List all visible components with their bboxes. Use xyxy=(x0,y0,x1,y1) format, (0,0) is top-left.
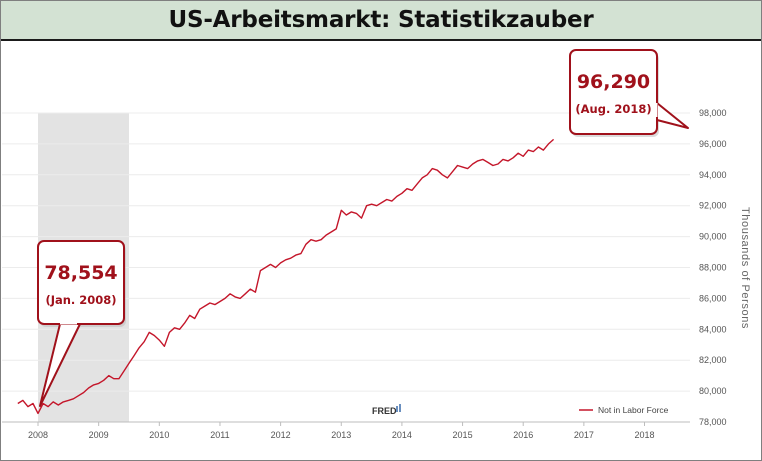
x-tick-label: 2009 xyxy=(89,430,109,440)
x-tick-label: 2012 xyxy=(271,430,291,440)
callout: 96,290 (Aug. 2018) xyxy=(569,49,689,137)
y-tick-label: 96,000 xyxy=(699,139,727,149)
y-tick-label: 90,000 xyxy=(699,232,727,242)
x-tick-label: 2017 xyxy=(574,430,594,440)
chart-title: US-Arbeitsmarkt: Statistikzauber xyxy=(168,7,594,33)
x-tick-label: 2016 xyxy=(513,430,533,440)
callout-pointer xyxy=(656,102,689,129)
callout-box xyxy=(37,240,125,325)
x-tick-label: 2014 xyxy=(392,430,412,440)
legend: Not in Labor Force xyxy=(579,405,669,415)
callout-joint xyxy=(654,103,658,117)
legend-label: Not in Labor Force xyxy=(598,405,669,415)
fred-logo-icon xyxy=(396,404,401,412)
x-tick-label: 2018 xyxy=(634,430,654,440)
x-tick-label: 2015 xyxy=(453,430,473,440)
y-tick-label: 98,000 xyxy=(699,108,727,118)
callout-value: 96,290 xyxy=(577,71,650,93)
series-layer xyxy=(17,138,555,415)
callout-date: (Aug. 2018) xyxy=(575,102,651,116)
x-tick-label: 2011 xyxy=(210,430,229,440)
callouts: 78,554 (Jan. 2008) 96,290 (Aug. 2018) xyxy=(37,49,689,407)
y-tick-label: 82,000 xyxy=(699,355,727,365)
callout-date: (Jan. 2008) xyxy=(45,293,116,307)
y-axis-label: Thousands of Persons xyxy=(739,207,751,329)
callout-value: 78,554 xyxy=(44,262,117,284)
y-tick-label: 78,000 xyxy=(699,417,727,427)
callout-box xyxy=(569,49,658,135)
y-tick-label: 80,000 xyxy=(699,386,727,396)
title-bar: US-Arbeitsmarkt: Statistikzauber xyxy=(1,1,761,41)
x-tick-label: 2010 xyxy=(149,430,169,440)
series-line-not-in-labor-force xyxy=(17,138,555,415)
y-tick-label: 94,000 xyxy=(699,170,727,180)
callout-joint xyxy=(60,321,77,325)
fred-logo: FRED xyxy=(372,406,397,416)
y-tick-label: 84,000 xyxy=(699,324,727,334)
y-axis: 78,000 80,000 82,000 84,000 86,000 88,000 90,0… xyxy=(699,108,727,427)
y-tick-label: 92,000 xyxy=(699,201,727,211)
y-tick-label: 88,000 xyxy=(699,263,727,273)
y-tick-label: 86,000 xyxy=(699,293,727,303)
callout: 78,554 (Jan. 2008) xyxy=(37,240,126,407)
x-tick-label: 2013 xyxy=(331,430,351,440)
x-axis: 2008 2009 2010 2011 2012 2013 2014 2015 2016 2017… xyxy=(2,421,690,440)
x-tick-label: 2008 xyxy=(28,430,48,440)
